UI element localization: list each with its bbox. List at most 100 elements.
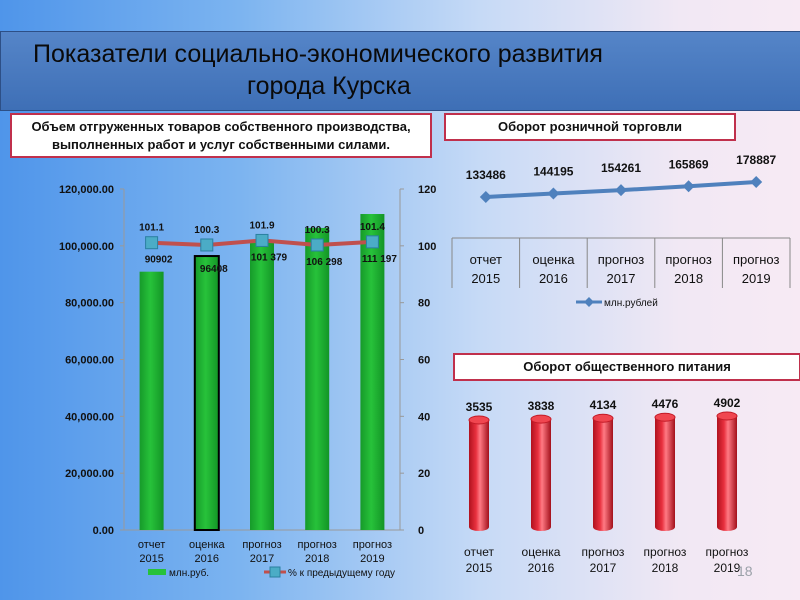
y2-tick-label: 80	[418, 298, 430, 310]
retail-value-label: 165869	[669, 157, 709, 171]
percent-label: 100.3	[194, 225, 219, 236]
y-tick-label: 40,000.00	[65, 411, 114, 423]
retail-value-label: 144195	[533, 164, 573, 178]
slide-title-line2: города Курска	[247, 72, 411, 100]
slide-title-line1: Показатели социально-экономического разв…	[33, 40, 603, 68]
cylinder-top	[468, 415, 490, 425]
legend-swatch-bars	[148, 569, 166, 575]
y2-tick-label: 40	[418, 411, 430, 423]
x-tick-label: прогноз	[582, 545, 625, 559]
x-tick-label: 2018	[305, 553, 329, 565]
marker-retail	[750, 176, 763, 188]
y-tick-label: 120,000.00	[59, 184, 114, 196]
bar-shipped	[360, 214, 385, 530]
x-tick-label: 2015	[471, 271, 500, 286]
x-tick-label: отчет	[464, 545, 494, 559]
x-tick-label: прогноз	[706, 545, 749, 559]
y-tick-label: 0.00	[93, 525, 114, 537]
x-tick-label: 2019	[360, 553, 384, 565]
x-tick-label: 2019	[714, 561, 741, 575]
y-tick-label: 60,000.00	[65, 355, 114, 367]
x-tick-label: отчет	[138, 539, 165, 551]
x-tick-label: оценка	[522, 545, 561, 559]
x-tick-label: оценка	[532, 252, 575, 267]
x-tick-label: 2016	[539, 271, 568, 286]
retail-value-label: 133486	[466, 168, 506, 182]
y2-tick-label: 60	[418, 355, 430, 367]
catering-value-label: 4476	[652, 397, 679, 411]
marker-percent	[255, 233, 269, 247]
x-tick-label: прогноз	[665, 252, 712, 267]
marker-percent	[310, 238, 324, 252]
x-tick-label: прогноз	[598, 252, 645, 267]
marker-retail	[682, 180, 695, 193]
cylinder-catering	[469, 420, 489, 531]
cylinder-top	[592, 413, 614, 423]
cylinder-catering	[717, 416, 737, 531]
marker-retail	[615, 184, 627, 197]
catering-value-label: 3535	[466, 400, 493, 414]
cylinder-top	[530, 414, 552, 424]
y2-tick-label: 100	[418, 241, 436, 253]
marker-retail	[479, 191, 492, 203]
marker-percent	[200, 238, 214, 252]
marker-percent	[365, 235, 379, 249]
catering-value-label: 4902	[714, 396, 741, 410]
catering-chart-title: Оборот общественного питания	[453, 353, 800, 381]
catering-value-label: 4134	[590, 398, 617, 412]
legend-label-retail: млн.рублей	[604, 297, 658, 309]
percent-label: 101.1	[139, 223, 164, 234]
bar-value-label: 111 197	[362, 254, 397, 265]
cylinder-catering	[593, 418, 613, 531]
x-tick-label: 2019	[742, 271, 771, 286]
shipped-chart-title: Объем отгруженных товаров собственного п…	[10, 113, 432, 158]
bar-shipped	[139, 271, 164, 530]
legend-label-line: % к предыдущему году	[288, 568, 395, 579]
percent-label: 101.4	[360, 222, 385, 233]
retail-chart-title: Оборот розничной торговли	[444, 113, 736, 141]
marker-percent	[145, 236, 159, 250]
y-tick-label: 20,000.00	[65, 468, 114, 480]
y2-tick-label: 0	[418, 525, 424, 537]
x-tick-label: 2017	[590, 561, 617, 575]
legend-marker-line	[269, 566, 281, 578]
x-tick-label: оценка	[189, 539, 226, 551]
x-tick-label: прогноз	[242, 539, 281, 551]
cylinder-catering	[655, 417, 675, 531]
catering-chart-title-text: Оборот общественного питания	[523, 359, 731, 375]
y2-tick-label: 120	[418, 184, 436, 196]
marker-retail	[547, 187, 560, 200]
x-tick-label: прогноз	[644, 545, 687, 559]
y-tick-label: 100,000.00	[59, 241, 114, 253]
cylinder-top	[654, 412, 676, 422]
percent-label: 100.3	[305, 225, 330, 236]
retail-value-label: 154261	[601, 161, 641, 175]
y2-tick-label: 20	[418, 468, 430, 480]
x-tick-label: 2017	[250, 553, 274, 565]
bar-shipped	[250, 241, 274, 530]
x-tick-label: 2018	[652, 561, 679, 575]
bar-shipped	[305, 227, 330, 530]
bar-shipped	[193, 255, 220, 531]
title-bar: Показатели социально-экономического разв…	[0, 31, 800, 111]
bar-value-label: 101 379	[251, 252, 288, 263]
bar-value-label: 106 298	[306, 257, 343, 268]
x-tick-label: 2015	[139, 553, 163, 565]
x-tick-label: 2018	[674, 271, 703, 286]
y-tick-label: 80,000.00	[65, 298, 114, 310]
x-tick-label: 2017	[607, 271, 636, 286]
retail-value-label: 178887	[736, 153, 776, 167]
cylinder-catering	[531, 419, 551, 531]
x-tick-label: прогноз	[298, 539, 337, 551]
shipped-chart-title-text: Объем отгруженных товаров собственного п…	[31, 118, 411, 152]
catering-value-label: 3838	[528, 399, 555, 413]
x-tick-label: 2016	[528, 561, 555, 575]
page-number: 18	[737, 563, 753, 579]
x-tick-label: 2016	[195, 553, 219, 565]
x-tick-label: 2015	[466, 561, 493, 575]
legend-marker-retail	[584, 297, 594, 307]
legend-label-bars: млн.руб.	[169, 567, 209, 579]
